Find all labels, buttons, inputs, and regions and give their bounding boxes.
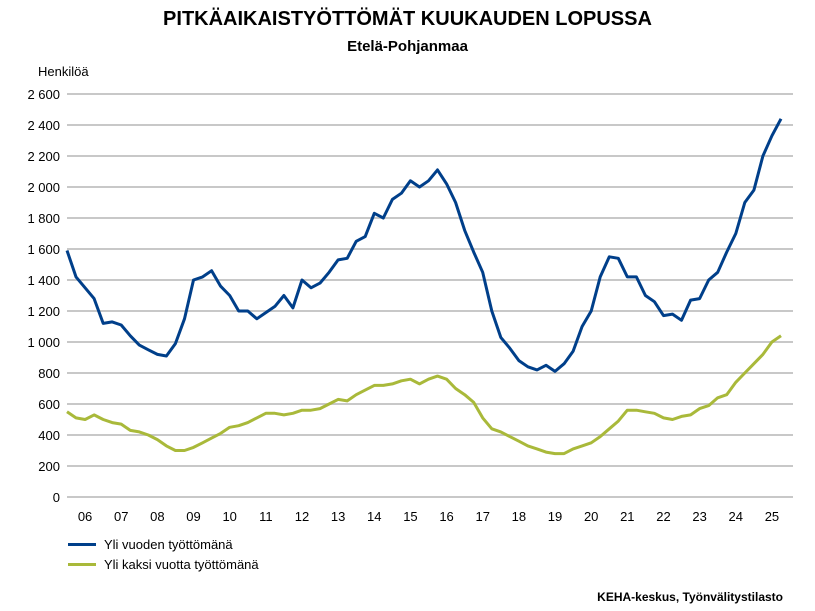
x-tick-label: 18 (512, 509, 526, 524)
y-tick-label: 2 200 (27, 149, 60, 164)
x-tick-label: 17 (475, 509, 489, 524)
y-tick-label: 600 (38, 397, 60, 412)
legend-item-1: Yli kaksi vuotta työttömänä (68, 557, 259, 572)
x-tick-label: 09 (186, 509, 200, 524)
y-axis-label: Henkilöä (38, 64, 89, 79)
x-tick-label: 07 (114, 509, 128, 524)
y-tick-label: 1 600 (27, 242, 60, 257)
y-tick-label: 1 200 (27, 304, 60, 319)
y-tick-label: 2 000 (27, 180, 60, 195)
source-note: KEHA-keskus, Työnvälitystilasto (597, 590, 783, 604)
legend-swatch (68, 563, 96, 566)
x-tick-label: 24 (729, 509, 743, 524)
y-tick-label: 2 400 (27, 118, 60, 133)
legend-label: Yli kaksi vuotta työttömänä (104, 557, 259, 572)
x-tick-label: 13 (331, 509, 345, 524)
x-tick-label: 15 (403, 509, 417, 524)
y-tick-label: 0 (53, 490, 60, 505)
x-tick-label: 12 (295, 509, 309, 524)
x-tick-label: 20 (584, 509, 598, 524)
y-tick-label: 200 (38, 459, 60, 474)
x-tick-label: 21 (620, 509, 634, 524)
legend-label: Yli vuoden työttömänä (104, 537, 233, 552)
x-tick-label: 22 (656, 509, 670, 524)
legend-item-0: Yli vuoden työttömänä (68, 537, 233, 552)
y-tick-label: 400 (38, 428, 60, 443)
x-tick-label: 23 (692, 509, 706, 524)
x-tick-label: 16 (439, 509, 453, 524)
series-line-1 (66, 334, 782, 456)
legend-swatch (68, 543, 96, 546)
x-tick-label: 14 (367, 509, 381, 524)
y-tick-label: 1 400 (27, 273, 60, 288)
chart-subtitle: Etelä-Pohjanmaa (347, 38, 468, 55)
x-tick-label: 10 (222, 509, 236, 524)
y-tick-label: 800 (38, 366, 60, 381)
x-tick-label: 08 (150, 509, 164, 524)
x-tick-label: 19 (548, 509, 562, 524)
x-tick-label: 11 (259, 509, 273, 524)
y-tick-label: 1 000 (27, 335, 60, 350)
y-tick-label: 2 600 (27, 87, 60, 102)
x-tick-label: 06 (78, 509, 92, 524)
y-tick-label: 1 800 (27, 211, 60, 226)
series-line-0 (65, 118, 783, 373)
x-tick-label: 25 (765, 509, 779, 524)
chart-title: PITKÄAIKAISTYÖTTÖMÄT KUUKAUDEN LOPUSSA (163, 8, 652, 30)
